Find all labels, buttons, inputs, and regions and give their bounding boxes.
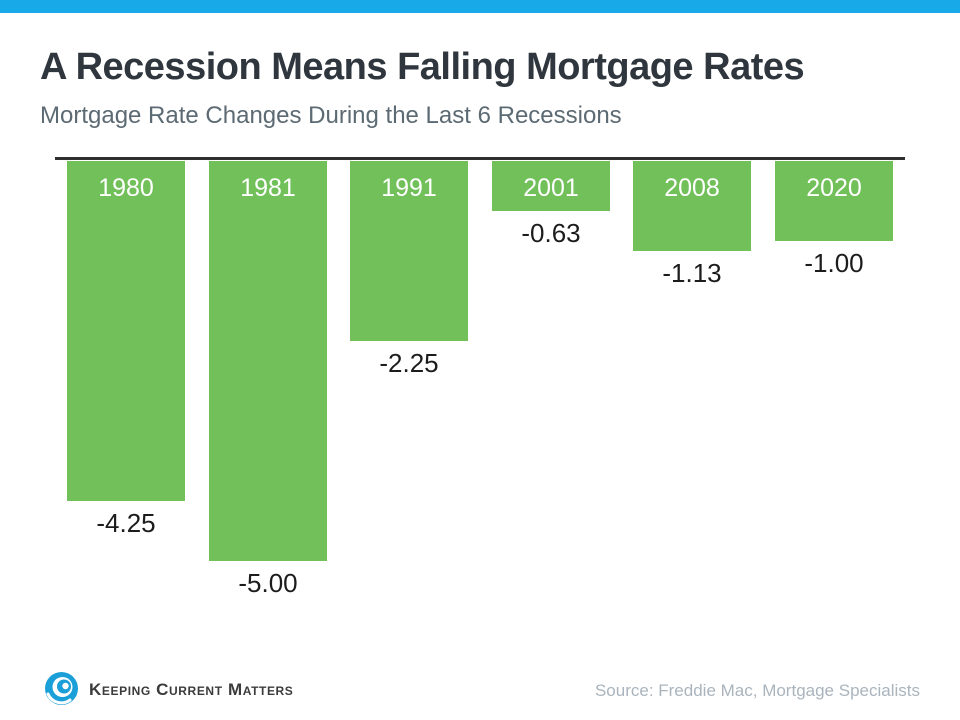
bar-year-label: 1981: [240, 174, 296, 202]
bar-year-label: 1991: [381, 174, 437, 202]
page-title: A Recession Means Falling Mortgage Rates: [40, 46, 805, 88]
bar-value-label: -1.00: [804, 248, 864, 278]
bar-2008: 2008: [633, 161, 751, 251]
source-note: Source: Freddie Mac, Mortgage Specialist…: [594, 681, 920, 700]
bar-value-label: -0.63: [521, 218, 581, 248]
chart-baseline: [55, 157, 905, 160]
bar-value-label: -2.25: [379, 348, 439, 378]
bar-2020: 2020: [775, 161, 893, 241]
bar-1980: 1980: [67, 161, 185, 501]
kcm-logo-text: Keeping Current Matters: [89, 679, 294, 699]
bar-1991: 1991: [350, 161, 468, 341]
top-accent-bar: [0, 0, 960, 13]
kcm-swirl-icon: [45, 672, 78, 705]
bar-year-label: 2001: [523, 174, 579, 202]
bar-1981: 1981: [209, 161, 327, 561]
page-subtitle: Mortgage Rate Changes During the Last 6 …: [40, 102, 622, 129]
kcm-logo: Keeping Current Matters: [44, 671, 293, 706]
bar-value-label: -1.13: [662, 258, 722, 288]
bar-2001: 2001: [492, 161, 610, 211]
bar-year-label: 1980: [98, 174, 154, 202]
bar-value-label: -5.00: [238, 568, 298, 598]
bar-year-label: 2020: [806, 174, 862, 202]
bar-value-label: -4.25: [96, 508, 156, 538]
bar-year-label: 2008: [664, 174, 720, 202]
